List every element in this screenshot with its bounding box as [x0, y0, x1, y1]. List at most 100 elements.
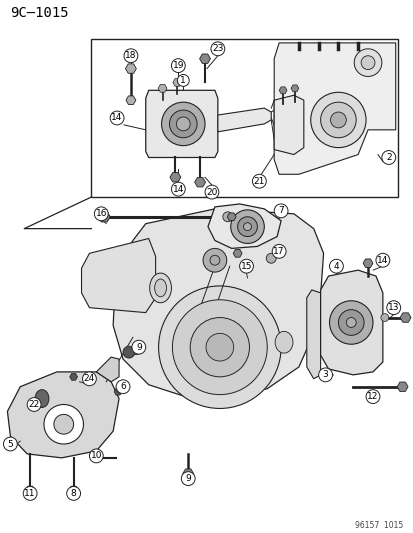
Polygon shape: [69, 486, 78, 495]
Text: 12: 12: [366, 392, 378, 401]
Text: 9C–1015: 9C–1015: [10, 6, 69, 20]
Circle shape: [310, 92, 365, 148]
Text: 21: 21: [253, 177, 264, 185]
Circle shape: [273, 204, 287, 218]
Circle shape: [82, 372, 96, 386]
Polygon shape: [320, 270, 382, 375]
Circle shape: [132, 340, 145, 354]
Text: 14: 14: [376, 256, 388, 265]
Polygon shape: [114, 388, 122, 395]
Polygon shape: [145, 90, 217, 157]
Circle shape: [171, 182, 185, 196]
Polygon shape: [217, 108, 271, 132]
Text: 2: 2: [385, 153, 391, 162]
Circle shape: [381, 151, 395, 164]
Circle shape: [171, 59, 185, 72]
Circle shape: [206, 333, 233, 361]
Text: 3: 3: [322, 370, 328, 379]
Circle shape: [365, 390, 379, 403]
Circle shape: [354, 49, 381, 76]
Polygon shape: [290, 85, 298, 92]
Circle shape: [237, 217, 257, 237]
Polygon shape: [183, 469, 193, 478]
Polygon shape: [69, 374, 77, 380]
Ellipse shape: [150, 273, 171, 303]
Text: 19: 19: [172, 61, 184, 70]
Polygon shape: [273, 95, 303, 155]
Circle shape: [124, 49, 138, 63]
Polygon shape: [158, 85, 166, 92]
Polygon shape: [125, 64, 136, 73]
Circle shape: [181, 472, 195, 486]
Circle shape: [320, 102, 355, 138]
Circle shape: [176, 117, 190, 131]
Circle shape: [266, 253, 275, 263]
Circle shape: [190, 318, 249, 377]
Circle shape: [54, 414, 74, 434]
Text: 23: 23: [212, 44, 223, 53]
Polygon shape: [362, 259, 372, 268]
Circle shape: [89, 449, 103, 463]
Circle shape: [44, 405, 83, 444]
Text: 4: 4: [333, 262, 338, 271]
Circle shape: [110, 111, 124, 125]
Circle shape: [222, 212, 232, 222]
Ellipse shape: [275, 332, 292, 353]
Circle shape: [375, 253, 389, 267]
Circle shape: [123, 346, 135, 358]
Polygon shape: [7, 372, 119, 458]
Circle shape: [329, 301, 372, 344]
Polygon shape: [126, 96, 135, 104]
Polygon shape: [396, 382, 407, 391]
Text: 16: 16: [95, 209, 107, 219]
Circle shape: [243, 223, 251, 231]
Text: 13: 13: [387, 303, 399, 312]
Text: 22: 22: [28, 400, 40, 409]
Polygon shape: [227, 213, 235, 221]
Polygon shape: [173, 78, 181, 86]
Circle shape: [330, 112, 345, 128]
Circle shape: [169, 110, 197, 138]
Circle shape: [209, 255, 219, 265]
Circle shape: [23, 487, 37, 500]
Text: 18: 18: [125, 51, 136, 60]
Text: 10: 10: [90, 451, 102, 461]
Ellipse shape: [35, 390, 49, 407]
Circle shape: [161, 102, 204, 146]
Polygon shape: [113, 209, 323, 399]
Circle shape: [239, 259, 253, 273]
Text: 5: 5: [7, 440, 13, 449]
Polygon shape: [98, 212, 110, 222]
Circle shape: [386, 301, 400, 314]
Circle shape: [94, 207, 108, 221]
Circle shape: [66, 487, 81, 500]
Polygon shape: [25, 486, 35, 495]
Polygon shape: [306, 290, 320, 379]
Text: 1: 1: [180, 76, 186, 85]
Text: 6: 6: [120, 382, 126, 391]
Text: 14: 14: [172, 184, 184, 193]
Circle shape: [230, 210, 263, 244]
Polygon shape: [194, 177, 205, 187]
Circle shape: [360, 56, 374, 70]
Text: 17: 17: [273, 247, 284, 256]
Polygon shape: [207, 204, 280, 248]
Circle shape: [380, 313, 388, 321]
Polygon shape: [233, 249, 242, 257]
Circle shape: [252, 174, 266, 188]
Text: 8: 8: [71, 489, 76, 498]
Polygon shape: [399, 313, 410, 322]
Polygon shape: [278, 87, 286, 94]
Text: 9: 9: [135, 343, 141, 352]
Text: 7: 7: [278, 206, 283, 215]
Circle shape: [177, 75, 189, 86]
Polygon shape: [96, 357, 119, 382]
Circle shape: [172, 300, 267, 394]
Text: 96157  1015: 96157 1015: [354, 521, 403, 530]
Polygon shape: [170, 173, 180, 182]
Circle shape: [3, 437, 17, 451]
Circle shape: [202, 248, 226, 272]
Text: 9: 9: [185, 474, 191, 483]
Polygon shape: [273, 43, 395, 174]
Circle shape: [158, 286, 280, 408]
